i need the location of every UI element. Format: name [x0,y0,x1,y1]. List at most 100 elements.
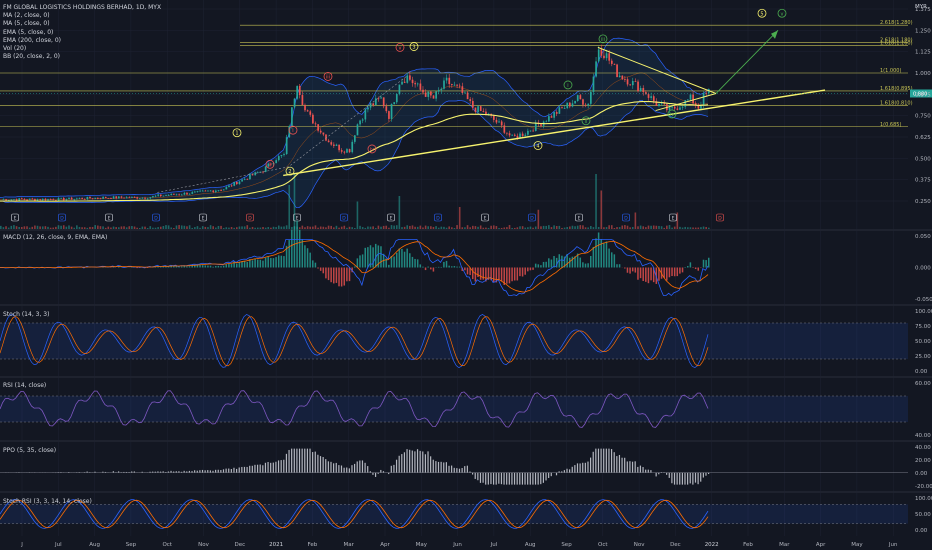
macd-label[interactable]: MACD (12, 26, close, 9, EMA, EMA) [3,234,108,241]
macd-histogram-bar [186,266,188,268]
legend-ema200[interactable]: EMA (200, close, 0) [3,36,62,44]
fib-label: 1(1.000) [880,68,901,74]
volume-bar [283,226,285,229]
ppo-bar [254,464,256,473]
price-tick-label: 1.250 [915,28,931,34]
volume-bar [587,227,589,229]
wave-label-circle [232,128,242,138]
rsi-label[interactable]: RSI (14, close) [3,382,47,389]
candle-body [671,106,673,108]
candle-body [285,137,288,155]
candle-body [280,155,283,157]
volume-bar [603,227,605,229]
volume-bar [571,225,574,229]
macd-histogram-bar [246,261,248,268]
legend-bb[interactable]: BB (20, close, 2, 0) [3,53,60,61]
ppo-panel[interactable] [0,448,908,485]
volume-bar [576,225,579,229]
candle-body [343,151,346,153]
volume-bar [435,226,437,229]
volume-bar [705,226,707,229]
volume-bar [272,226,275,229]
ppo-bar [409,449,411,473]
ppo-bar [524,472,526,485]
ppo-bar [359,460,361,473]
x-tick-label: Jun [888,542,898,548]
macd-histogram-bar [676,267,679,277]
volume-bar [498,227,500,229]
volume-bar [382,225,385,229]
macd-histogram-bar [409,253,411,268]
macd-histogram-bar [519,267,521,277]
ppo-bar [301,448,303,473]
ppo-label[interactable]: PPO (5, 35, close) [3,447,57,454]
candle-body [597,49,600,62]
ppo-bar [529,472,531,485]
macd-histogram-bar [395,252,398,268]
ppo-bar [513,472,516,485]
volume-bar [697,227,700,229]
candle-body [118,196,120,199]
volume-bar [236,227,238,229]
volume-bar [196,226,199,229]
ppo-bar [534,472,537,485]
macd-histogram-bar [521,267,524,277]
volume-bar [159,226,162,229]
candle-body [359,120,361,125]
candle-body [57,198,60,201]
candle-body [94,197,97,199]
ppo-bar [259,464,261,473]
macd-histogram-bar [317,267,319,269]
ppo-bar [571,466,573,473]
price-panel[interactable]: 2.618(1.280) 2.618(1.180)1.618(1.160) 1(1.… [0,8,932,229]
ppo-bar [506,472,508,485]
ppo-bar [600,448,602,473]
candle-body [20,198,23,200]
event-marker-box [669,213,677,222]
candle-body [110,198,112,199]
macd-histogram-bar [485,267,487,282]
ppo-bar [503,472,505,485]
ppo-bar [369,471,371,473]
ppo-bar [102,471,104,473]
macd-panel[interactable] [0,220,710,297]
volume-bar [277,225,280,229]
ppo-bar [624,457,626,473]
macd-histogram-bar [359,255,361,268]
legend-ema5[interactable]: EMA (5, close, 0) [3,28,54,36]
stoch-rsi-label[interactable]: Stoch RSI (3, 3, 14, 14, close) [3,498,92,505]
rsi-panel[interactable] [0,390,908,428]
candle-body [170,193,173,196]
macd-histogram-bar [487,267,490,280]
candle-body [41,198,44,200]
ppo-bar [141,471,143,473]
stoch-rsi-panel[interactable] [0,499,908,529]
ppo-bar [333,463,335,473]
macd-histogram-bar [333,267,335,284]
legend-ma5[interactable]: MA (5, close, 0) [3,20,50,28]
macd-histogram-bar [445,260,448,268]
macd-histogram-bar [616,264,618,268]
candle-body [246,178,249,180]
macd-histogram-bar [443,261,445,268]
stoch-label[interactable]: Stoch (14, 3, 3) [3,311,50,318]
volume-bar [180,225,183,229]
ppo-bar [94,471,96,473]
legend-ma2[interactable]: MA (2, close, 0) [3,12,50,20]
candle-body [52,199,55,201]
ppo-bar [558,471,560,473]
price-tick-label: 0.250 [915,199,931,205]
wave-label-circle [395,43,405,52]
price-tick-label: 0.500 [915,156,931,162]
macd-histogram-bar [637,267,639,280]
macd-histogram-bar [249,259,251,268]
ppo-bar [304,448,306,473]
macd-histogram-bar [626,267,629,273]
wave-label: iv [670,112,674,118]
candle-body [582,99,584,105]
stoch-panel[interactable] [0,313,908,369]
candle-body [676,108,679,110]
legend-vol[interactable]: Vol (20) [3,44,27,52]
volume-bar [298,227,301,229]
